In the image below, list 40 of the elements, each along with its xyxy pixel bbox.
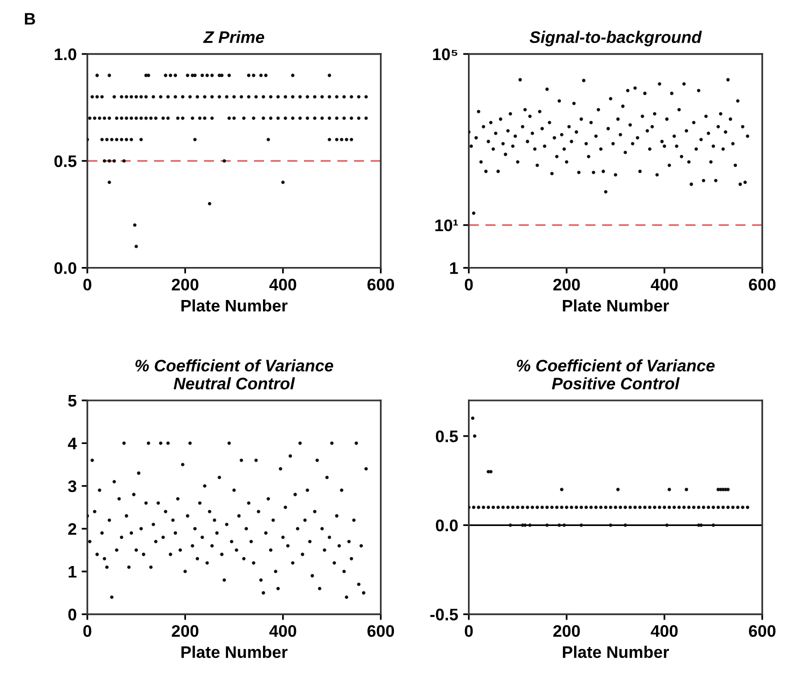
y-tick-label: 4 (68, 438, 77, 450)
y-tick-label: 10⁵ (433, 48, 458, 60)
x-tick-label: 0 (464, 278, 473, 290)
y-tick-label: 5 (68, 394, 76, 407)
y-tick-label: 0.5 (54, 155, 76, 168)
x-tick-label: 600 (748, 278, 776, 290)
x-tick-label: 0 (83, 278, 92, 290)
x-tick-label: 200 (553, 278, 580, 290)
y-tick-label: 0.5 (436, 430, 458, 442)
x-tick-label: 200 (553, 625, 580, 637)
x-axis-title: Plate Number (562, 646, 669, 658)
x-axis-title: Plate Number (562, 299, 669, 312)
x-tick-label: 200 (172, 625, 198, 637)
x-axis-title: Plate Number (181, 299, 288, 312)
x-tick-label: 600 (367, 625, 394, 637)
x-tick-label: 400 (269, 278, 296, 290)
x-tick-label: 0 (464, 625, 473, 637)
y-tick-label: 0.0 (436, 520, 458, 532)
text: B (24, 13, 36, 25)
y-tick-label: 2 (68, 523, 76, 535)
x-tick-label: 400 (650, 625, 678, 637)
x-tick-label: 600 (367, 278, 394, 290)
chart-title: Signal-to-background (530, 30, 702, 46)
x-tick-label: 0 (83, 625, 92, 637)
y-tick-label: 1 (450, 262, 458, 274)
y-tick-label: 10¹ (435, 219, 458, 232)
x-tick-label: 200 (172, 278, 198, 290)
x-tick-label: 600 (748, 625, 776, 637)
y-tick-label: 1 (68, 566, 76, 578)
x-axis-title: Plate Number (181, 646, 288, 658)
x-tick-label: 400 (650, 278, 678, 290)
y-tick-label: 3 (68, 480, 76, 492)
y-tick-label: 1.0 (54, 48, 76, 60)
chart-title: % Coefficient of Variance Neutral Control (135, 359, 334, 390)
chart-title: Z Prime (203, 30, 264, 44)
y-tick-label: 0.0 (54, 262, 76, 274)
y-tick-label: 0 (68, 608, 76, 620)
y-tick-label: -0.5 (430, 608, 458, 620)
chart-title: % Coefficient of Variance Positive Control (516, 359, 715, 390)
x-tick-label: 400 (269, 625, 296, 637)
